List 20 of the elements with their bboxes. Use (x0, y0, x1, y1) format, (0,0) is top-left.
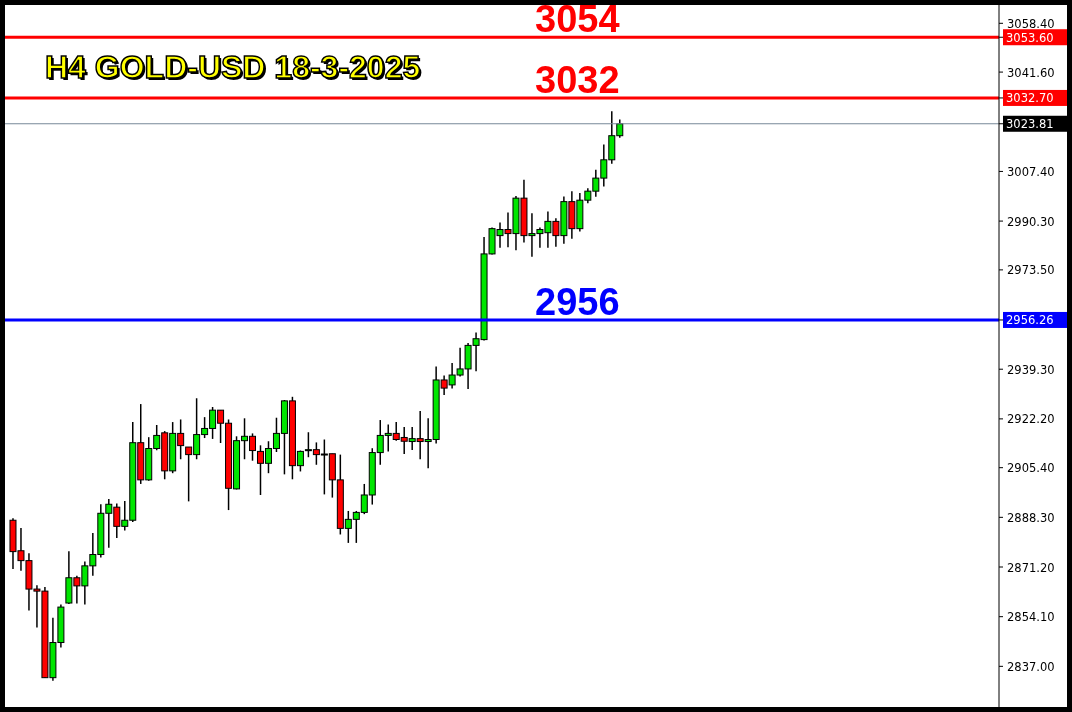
text: H4 GOLD-USD 18-3-2025 (45, 49, 421, 86)
y-tick-label: 3023.81 (1006, 117, 1054, 132)
annotation: 2956 (535, 280, 620, 323)
y-tick-label: 3041.60 (1007, 65, 1055, 80)
y-tick-label: 3007.40 (1007, 164, 1055, 179)
annotation: 3054 (535, 0, 620, 41)
y-tick-label: 2888.30 (1007, 510, 1055, 525)
y-tick-label: 3058.40 (1007, 16, 1055, 31)
y-tick-label: 2922.20 (1007, 412, 1055, 427)
y-tick-label: 3053.60 (1006, 30, 1054, 45)
y-tick-label: 2939.30 (1007, 362, 1055, 377)
y-tick-label: 2956.26 (1006, 313, 1054, 328)
y-tick-label: 2837.00 (1007, 659, 1055, 674)
y-tick-label: 2990.30 (1007, 214, 1055, 229)
annotation: 3032 (535, 58, 620, 101)
y-tick-label: 2854.10 (1007, 610, 1055, 625)
y-tick-label: 2973.50 (1007, 263, 1055, 278)
y-tick-label: 3032.70 (1006, 91, 1054, 106)
y-tick-label: 2871.20 (1007, 560, 1055, 575)
y-tick-label: 2905.40 (1007, 461, 1055, 476)
